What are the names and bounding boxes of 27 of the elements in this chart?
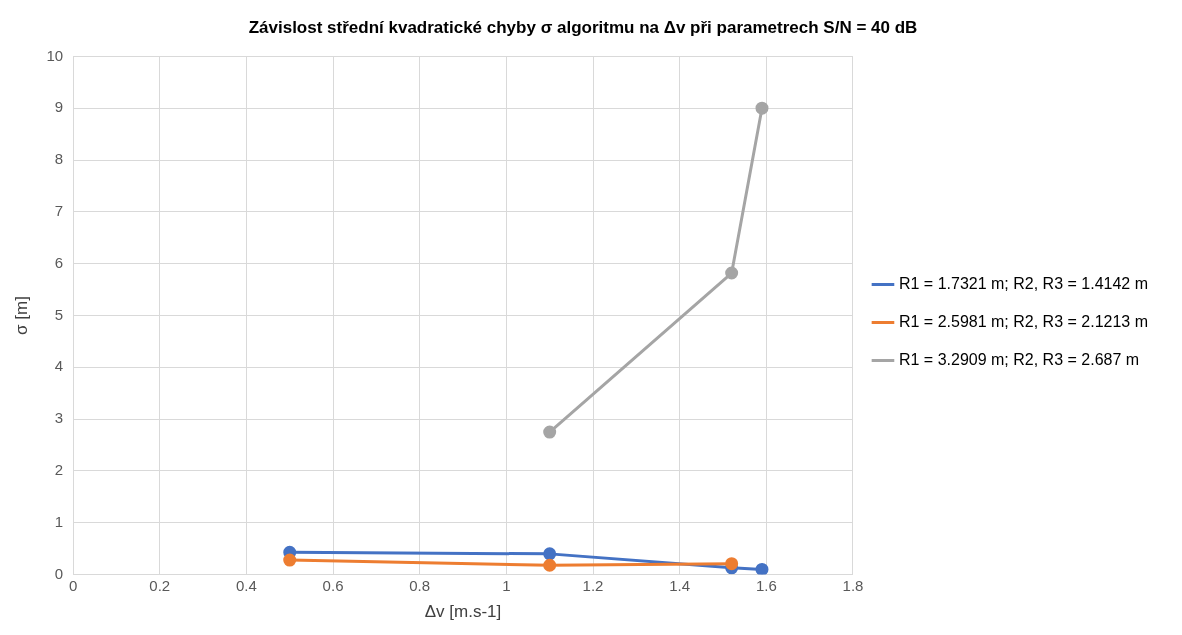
y-axis-title: σ [m] (11, 296, 31, 335)
x-tick-label: 0.2 (149, 576, 171, 594)
y-tick-label: 8 (54, 150, 64, 168)
y-tick-label: 7 (54, 202, 64, 219)
legend-label: R1 = 2.5981 m; R2, R3 = 2.1213 m (898, 312, 1148, 330)
legend-label: R1 = 3.2909 m; R2, R3 = 2.687 m (898, 350, 1140, 368)
x-tick-label: 1 (502, 576, 511, 594)
x-tick-label: 0.6 (322, 576, 344, 594)
x-tick-label: 1.6 (755, 576, 777, 594)
y-tick-label: 5 (54, 305, 64, 323)
y-tick-label: 0 (54, 564, 64, 582)
legend-label: R1 = 1.7321 m; R2, R3 = 1.4142 m (898, 274, 1148, 292)
y-tick-label: 9 (54, 98, 64, 116)
chart-title: Závislost střední kvadratické chyby σ algoritmu na Δv při parametrech S/N = 40 dB (248, 17, 918, 37)
y-tick-label: 2 (54, 461, 64, 479)
x-tick-label: 1.2 (582, 576, 604, 594)
y-tick-label: 1 (54, 512, 64, 530)
x-tick-label: 0.4 (235, 576, 257, 594)
y-tick-label: 10 (46, 46, 64, 64)
y-tick-label: 3 (54, 409, 64, 427)
x-tick-label: 0 (68, 576, 78, 594)
y-tick-label: 6 (54, 253, 64, 271)
x-axis-title: Δv [m.s-1] (424, 602, 502, 622)
y-tick-label: 4 (54, 357, 64, 375)
x-tick-label: 1.8 (842, 576, 864, 594)
x-tick-label: 0.8 (409, 576, 431, 594)
x-tick-label: 1.4 (669, 576, 691, 594)
